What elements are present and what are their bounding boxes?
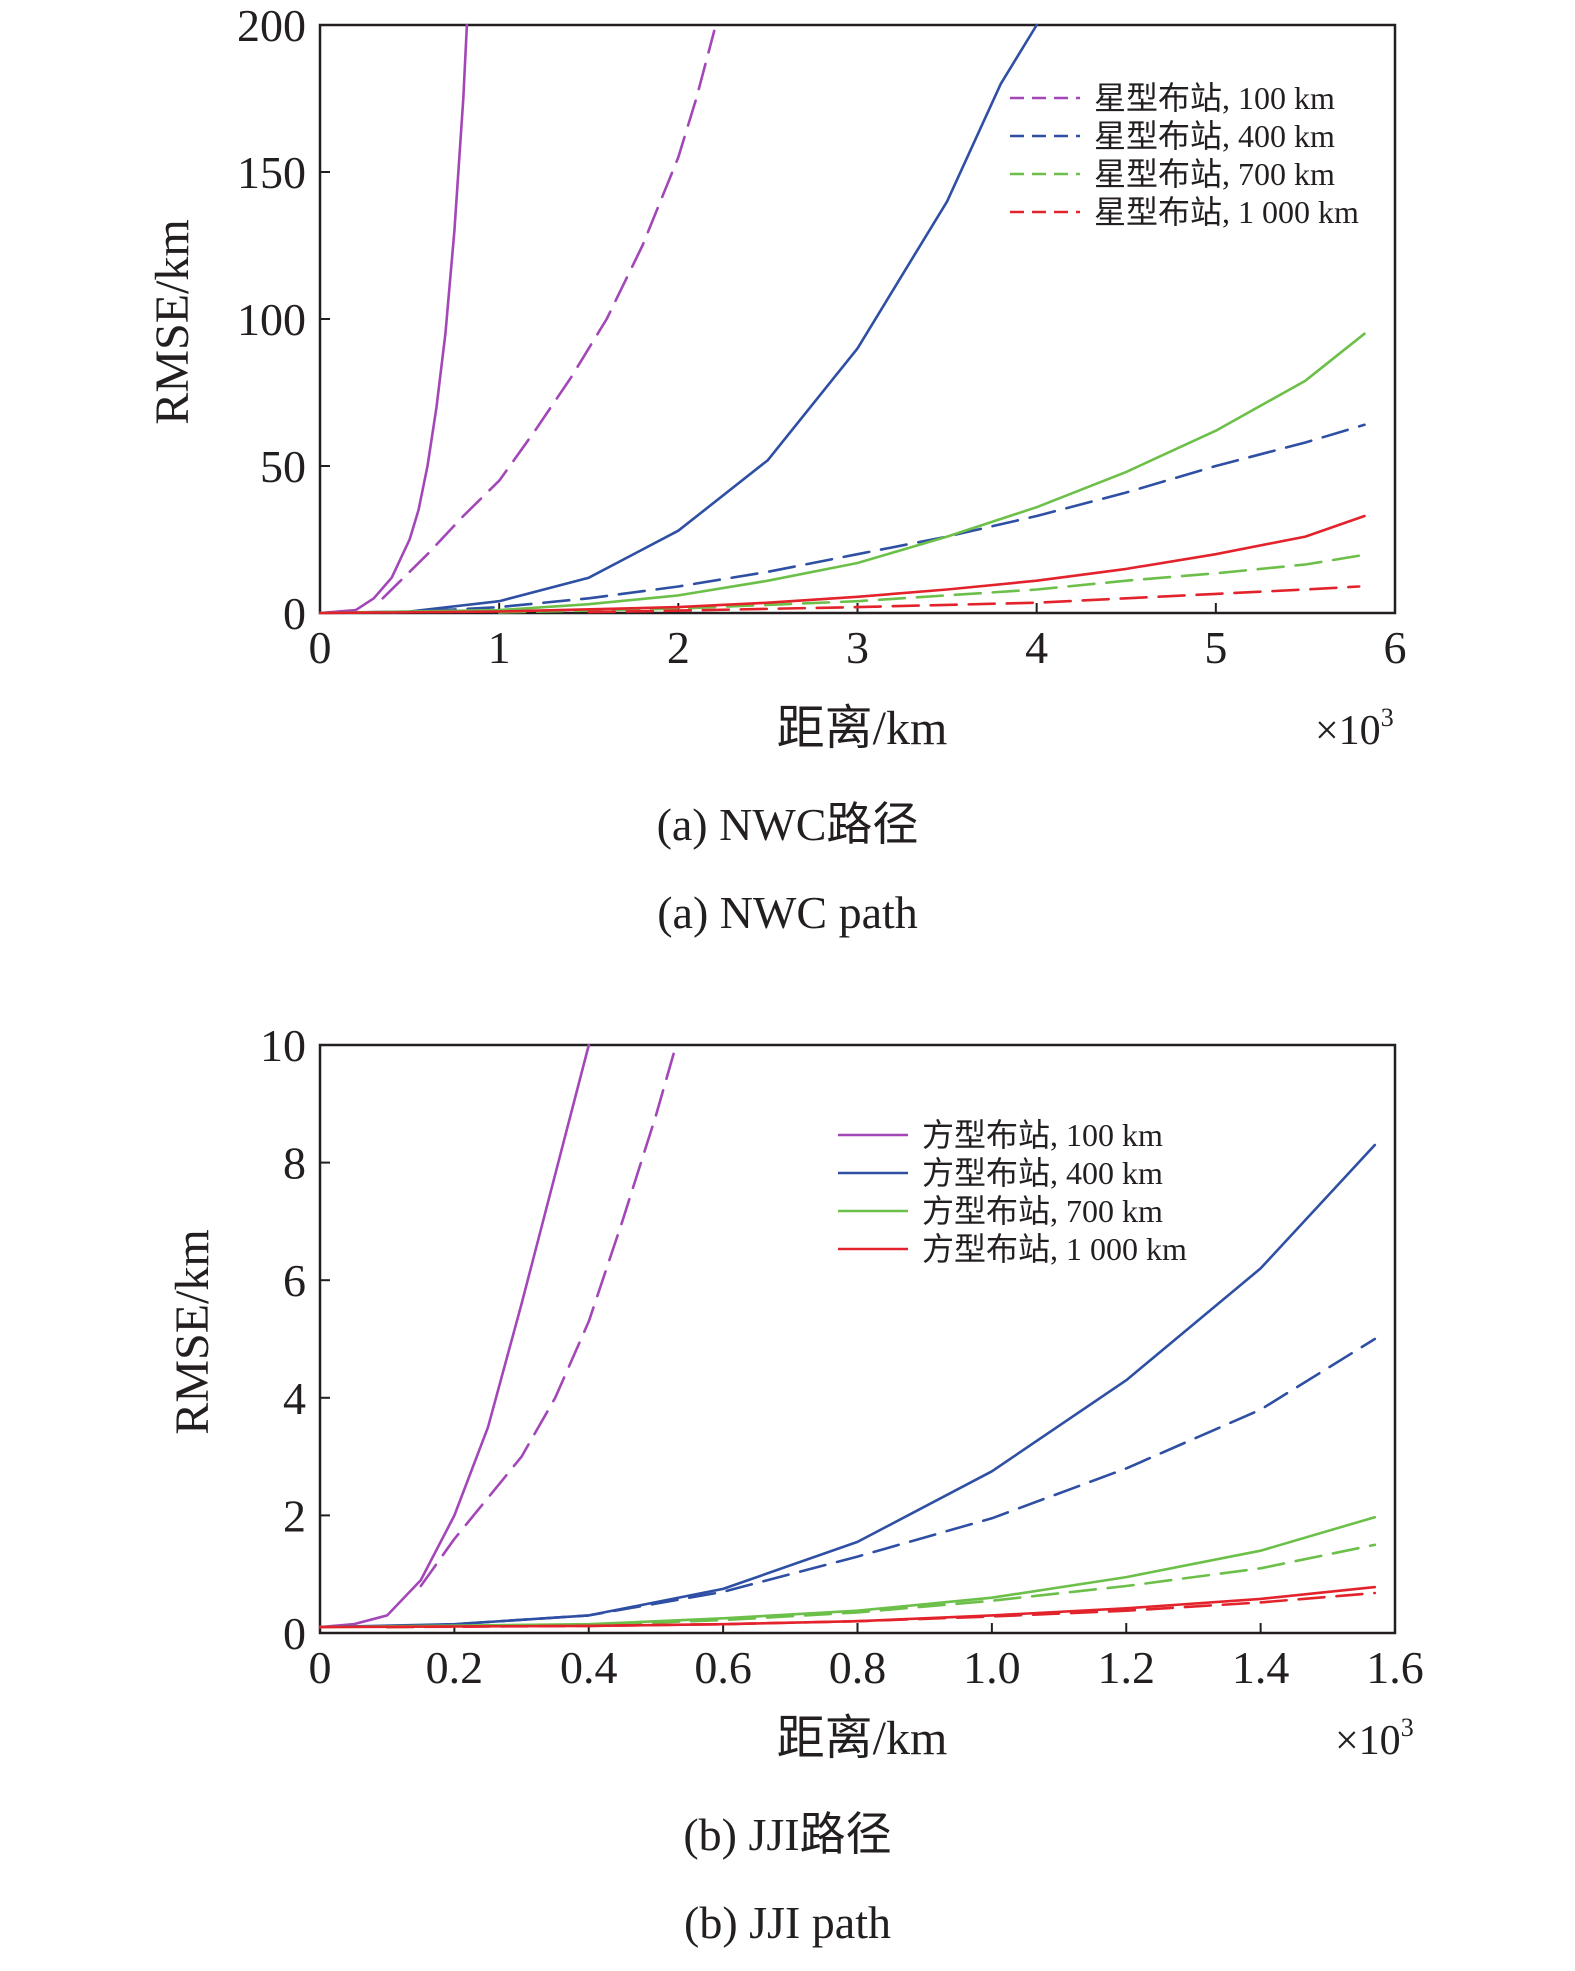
x-tick-label: 5 [1204, 622, 1227, 673]
legend-label-400: 方型布站, 400 km [922, 1155, 1163, 1191]
series-line-400-solid [318, 1143, 1377, 1629]
y-axis-title-a: RMSE/km [146, 219, 199, 424]
y-tick-label: 100 [237, 294, 306, 345]
y-tick-label: 50 [260, 441, 306, 492]
y-tick-label: 0 [283, 1608, 306, 1659]
y-tick-label: 8 [283, 1138, 306, 1189]
caption-en-a: (a) NWC path [657, 887, 918, 938]
legend-label-700: 方型布站, 700 km [922, 1193, 1163, 1229]
x-tick-label: 0 [309, 622, 332, 673]
plot-frame-b [318, 1043, 1397, 1635]
x-multiplier-a: ×103 [1315, 703, 1394, 754]
caption-cn-a: (a) NWC路径 [656, 799, 919, 850]
series-line-1000-dashed [385, 1591, 1377, 1629]
x-multiplier-exp-a: 3 [1381, 703, 1394, 732]
x-tick-label: 0.4 [560, 1642, 618, 1693]
legend-label-1000: 星型布站, 1 000 km [1094, 194, 1359, 230]
y-tick-label: 10 [260, 1020, 306, 1071]
legend-label-100: 星型布站, 100 km [1094, 80, 1335, 116]
series-line-100-solid [318, 1043, 591, 1629]
figure-a: 0 1 2 3 4 5 6 0 50 100 150 200 星型布站, 100 km 星型布站, 40… [0, 0, 1575, 960]
series-line-100-solid [318, 23, 469, 615]
legend-label-100: 方型布站, 100 km [922, 1117, 1163, 1153]
series-line-400-solid [318, 23, 1038, 615]
x-multiplier-exp-b: 3 [1401, 1713, 1414, 1742]
x-tick-label: 0 [309, 1642, 332, 1693]
x-tick-label: 2 [667, 622, 690, 673]
series-line-1000-dashed [587, 585, 1361, 614]
caption-cn-b: (b) JJI路径 [683, 1809, 892, 1860]
series-line-700-solid [318, 332, 1366, 615]
x-tick-label: 6 [1384, 622, 1407, 673]
figure-b: 0 0.2 0.4 0.6 0.8 1.0 1.2 1.4 1.6 0 2 4 6 8 10 方型布站, 1… [0, 1010, 1575, 1971]
x-tick-label: 1.2 [1098, 1642, 1156, 1693]
x-tick-label: 0.2 [426, 1642, 484, 1693]
series-line-400-dashed [390, 423, 1366, 614]
legend-label-1000: 方型布站, 1 000 km [922, 1231, 1187, 1267]
x-tick-label: 1 [488, 622, 511, 673]
x-tick-label: 1.0 [963, 1642, 1021, 1693]
legend-label-700: 星型布站, 700 km [1094, 156, 1335, 192]
y-tick-label: 6 [283, 1255, 306, 1306]
x-tick-label: 1.6 [1366, 1642, 1424, 1693]
series-line-100-dashed [381, 29, 716, 600]
x-tick-label: 0.6 [694, 1642, 752, 1693]
x-axis-title-a: 距离/km [777, 702, 948, 755]
series-line-700-solid [318, 1515, 1377, 1629]
series-line-100-dashed [419, 1043, 678, 1588]
series-line-1000-solid [318, 514, 1366, 615]
x-tick-label: 3 [846, 622, 869, 673]
series-line-700-dashed [497, 554, 1361, 614]
caption-en-b: (b) JJI path [684, 1897, 891, 1948]
x-tick-label: 0.8 [829, 1642, 887, 1693]
y-tick-label: 200 [237, 0, 306, 51]
x-tick-label: 1.4 [1232, 1642, 1290, 1693]
y-tick-label: 0 [283, 588, 306, 639]
series-line-700-dashed [385, 1543, 1377, 1629]
y-tick-label: 4 [283, 1373, 306, 1424]
y-tick-label: 2 [283, 1490, 306, 1541]
legend-label-400: 星型布站, 400 km [1094, 118, 1335, 154]
x-axis-title-b: 距离/km [777, 1712, 948, 1765]
chart-b: 0 0.2 0.4 0.6 0.8 1.0 1.2 1.4 1.6 0 2 4 6 8 10 方型布站, 1… [166, 1020, 1424, 1765]
y-tick-label: 150 [237, 147, 306, 198]
x-multiplier-base-a: ×10 [1315, 708, 1381, 754]
x-multiplier-b: ×103 [1335, 1713, 1414, 1764]
x-tick-label: 4 [1025, 622, 1048, 673]
y-axis-title-b: RMSE/km [166, 1229, 219, 1434]
x-multiplier-base-b: ×10 [1335, 1718, 1401, 1764]
series-line-400-dashed [385, 1337, 1377, 1629]
